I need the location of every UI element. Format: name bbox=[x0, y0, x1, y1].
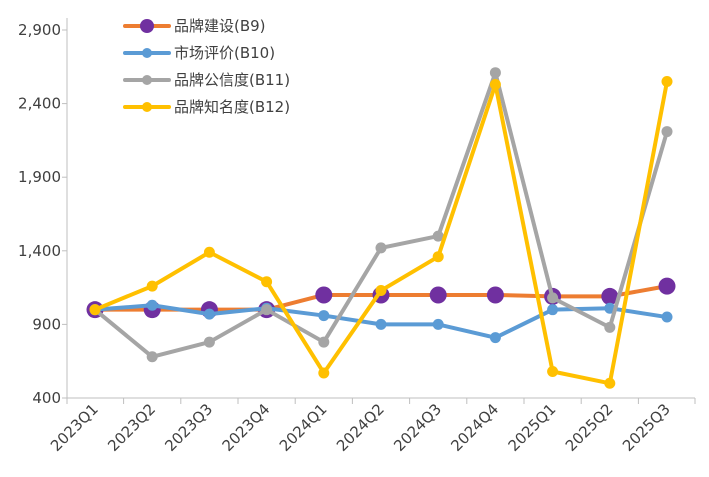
data-point bbox=[261, 276, 273, 288]
data-point bbox=[432, 230, 444, 242]
data-point bbox=[604, 377, 616, 389]
legend-item: 品牌建设(B9) bbox=[123, 17, 266, 35]
legend-swatch-marker bbox=[140, 19, 154, 33]
data-point bbox=[203, 336, 215, 348]
data-point bbox=[601, 287, 619, 305]
data-point bbox=[146, 299, 158, 311]
data-point bbox=[146, 280, 158, 292]
series-1 bbox=[86, 277, 676, 319]
series-4 bbox=[89, 76, 673, 389]
y-tick-label: 900 bbox=[32, 315, 61, 333]
x-tick-label: 2023Q3 bbox=[161, 400, 216, 455]
data-point bbox=[432, 318, 444, 330]
data-point bbox=[489, 67, 501, 79]
legend-item: 品牌知名度(B12) bbox=[123, 98, 290, 116]
legend: 品牌建设(B9) 市场评价(B10) 品牌公信度(B11) 品牌知名度(B12) bbox=[123, 17, 290, 116]
data-point bbox=[661, 311, 673, 323]
data-point bbox=[261, 304, 273, 316]
y-tick-label: 2,900 bbox=[18, 21, 61, 39]
data-point bbox=[318, 310, 330, 322]
data-point bbox=[315, 286, 333, 304]
x-tick-label: 2023Q2 bbox=[104, 400, 159, 455]
y-tick-label: 1,400 bbox=[18, 242, 61, 260]
legend-item: 市场评价(B10) bbox=[123, 44, 275, 62]
data-point bbox=[429, 286, 447, 304]
data-point bbox=[89, 304, 101, 316]
x-tick-label: 2023Q1 bbox=[47, 400, 102, 455]
x-tick-label: 2024Q4 bbox=[447, 400, 502, 455]
data-point bbox=[318, 336, 330, 348]
data-point bbox=[375, 318, 387, 330]
legend-swatch-marker bbox=[142, 48, 152, 58]
x-tick-label: 2024Q2 bbox=[333, 400, 388, 455]
x-tick-label: 2025Q2 bbox=[562, 400, 617, 455]
data-point bbox=[661, 126, 673, 138]
data-point bbox=[547, 304, 559, 316]
data-point bbox=[489, 78, 501, 90]
legend-swatch-marker bbox=[142, 75, 152, 85]
data-point bbox=[658, 277, 676, 295]
data-point bbox=[604, 321, 616, 333]
legend-swatch-marker bbox=[142, 102, 152, 112]
legend-label: 品牌知名度(B12) bbox=[174, 98, 290, 116]
data-point bbox=[547, 366, 559, 378]
data-point bbox=[375, 285, 387, 297]
x-tick-label: 2024Q3 bbox=[390, 400, 445, 455]
data-point bbox=[146, 351, 158, 363]
legend-label: 品牌建设(B9) bbox=[174, 17, 266, 35]
data-point bbox=[432, 251, 444, 263]
data-point bbox=[203, 308, 215, 320]
data-point bbox=[486, 286, 504, 304]
legend-item: 品牌公信度(B11) bbox=[123, 71, 290, 89]
legend-label: 市场评价(B10) bbox=[174, 44, 275, 62]
x-tick-label: 2023Q4 bbox=[219, 400, 274, 455]
series-2 bbox=[89, 299, 673, 344]
x-tick-label: 2025Q3 bbox=[619, 400, 674, 455]
series-layer bbox=[86, 67, 676, 389]
data-point bbox=[489, 332, 501, 344]
data-point bbox=[318, 367, 330, 379]
data-point bbox=[547, 292, 559, 304]
x-tick-label: 2025Q1 bbox=[505, 400, 560, 455]
data-point bbox=[375, 242, 387, 254]
x-tick-label: 2024Q1 bbox=[276, 400, 331, 455]
series-line bbox=[93, 79, 669, 386]
data-point bbox=[661, 76, 673, 88]
y-tick-label: 400 bbox=[32, 389, 61, 407]
y-tick-label: 1,900 bbox=[18, 168, 61, 186]
y-tick-label: 2,400 bbox=[18, 95, 61, 113]
legend-label: 品牌公信度(B11) bbox=[174, 71, 290, 89]
data-point bbox=[203, 246, 215, 258]
